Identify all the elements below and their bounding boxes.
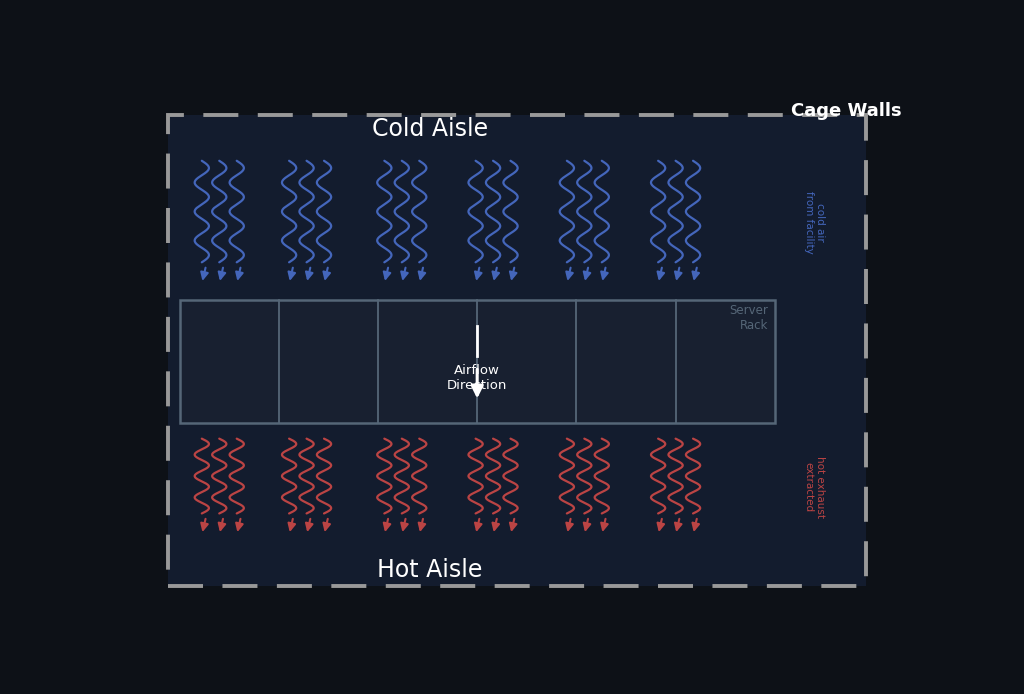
Bar xyxy=(179,300,775,423)
Text: cold air
from facility: cold air from facility xyxy=(804,191,825,253)
Text: Server
Rack: Server Rack xyxy=(729,304,768,332)
Bar xyxy=(168,115,866,586)
Text: Hot Aisle: Hot Aisle xyxy=(377,557,482,582)
Text: hot exhaust
extracted: hot exhaust extracted xyxy=(804,456,825,518)
Text: Cage Walls: Cage Walls xyxy=(792,102,902,120)
Text: Cold Aisle: Cold Aisle xyxy=(372,117,487,141)
Text: Airflow
Direction: Airflow Direction xyxy=(447,364,507,392)
